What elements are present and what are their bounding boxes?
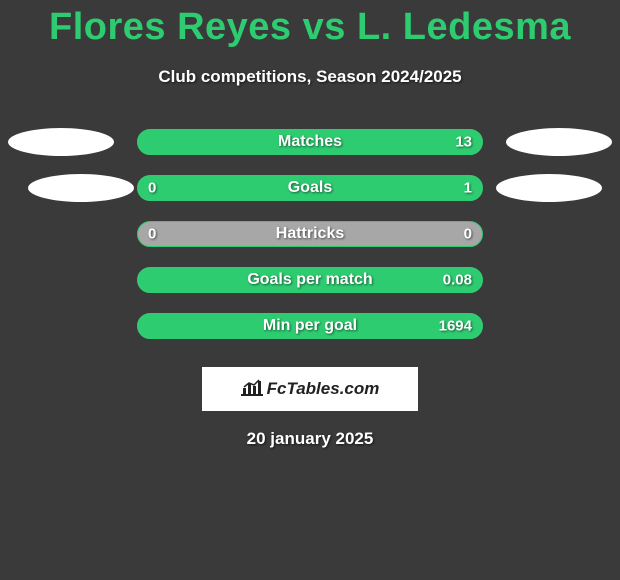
- stat-row: 0 Goals 1: [0, 165, 620, 211]
- right-value: 1: [464, 180, 472, 197]
- right-player-marker: [496, 174, 602, 202]
- stat-label: Matches: [278, 133, 342, 151]
- snapshot-date: 20 january 2025: [0, 429, 620, 449]
- page-title: Flores Reyes vs L. Ledesma: [0, 0, 620, 49]
- brand-label: FcTables.com: [241, 378, 380, 401]
- stat-label: Goals: [288, 179, 332, 197]
- stat-bar: Matches 13: [137, 129, 483, 155]
- stat-label: Hattricks: [276, 225, 344, 243]
- left-player-marker: [28, 174, 134, 202]
- page-subtitle: Club competitions, Season 2024/2025: [0, 67, 620, 87]
- right-fill: [200, 176, 482, 200]
- left-value: 0: [148, 226, 156, 243]
- stat-bar: 0 Hattricks 0: [137, 221, 483, 247]
- right-value: 13: [455, 134, 472, 151]
- stat-row: 0 Hattricks 0: [0, 211, 620, 257]
- chart-icon: [241, 378, 263, 401]
- stat-row: Goals per match 0.08: [0, 257, 620, 303]
- left-player-marker: [8, 128, 114, 156]
- right-player-marker: [506, 128, 612, 156]
- right-value: 0: [464, 226, 472, 243]
- stat-bar: 0 Goals 1: [137, 175, 483, 201]
- stat-row: Matches 13: [0, 119, 620, 165]
- stat-bar: Min per goal 1694: [137, 313, 483, 339]
- right-value: 1694: [439, 318, 472, 335]
- brand-badge: FcTables.com: [202, 367, 418, 411]
- comparison-chart: Matches 13 0 Goals 1 0 Hattricks 0: [0, 119, 620, 349]
- stat-label: Goals per match: [247, 271, 372, 289]
- right-value: 0.08: [443, 272, 472, 289]
- stat-label: Min per goal: [263, 317, 357, 335]
- left-value: 0: [148, 180, 156, 197]
- brand-text: FcTables.com: [267, 379, 380, 399]
- stat-bar: Goals per match 0.08: [137, 267, 483, 293]
- stat-row: Min per goal 1694: [0, 303, 620, 349]
